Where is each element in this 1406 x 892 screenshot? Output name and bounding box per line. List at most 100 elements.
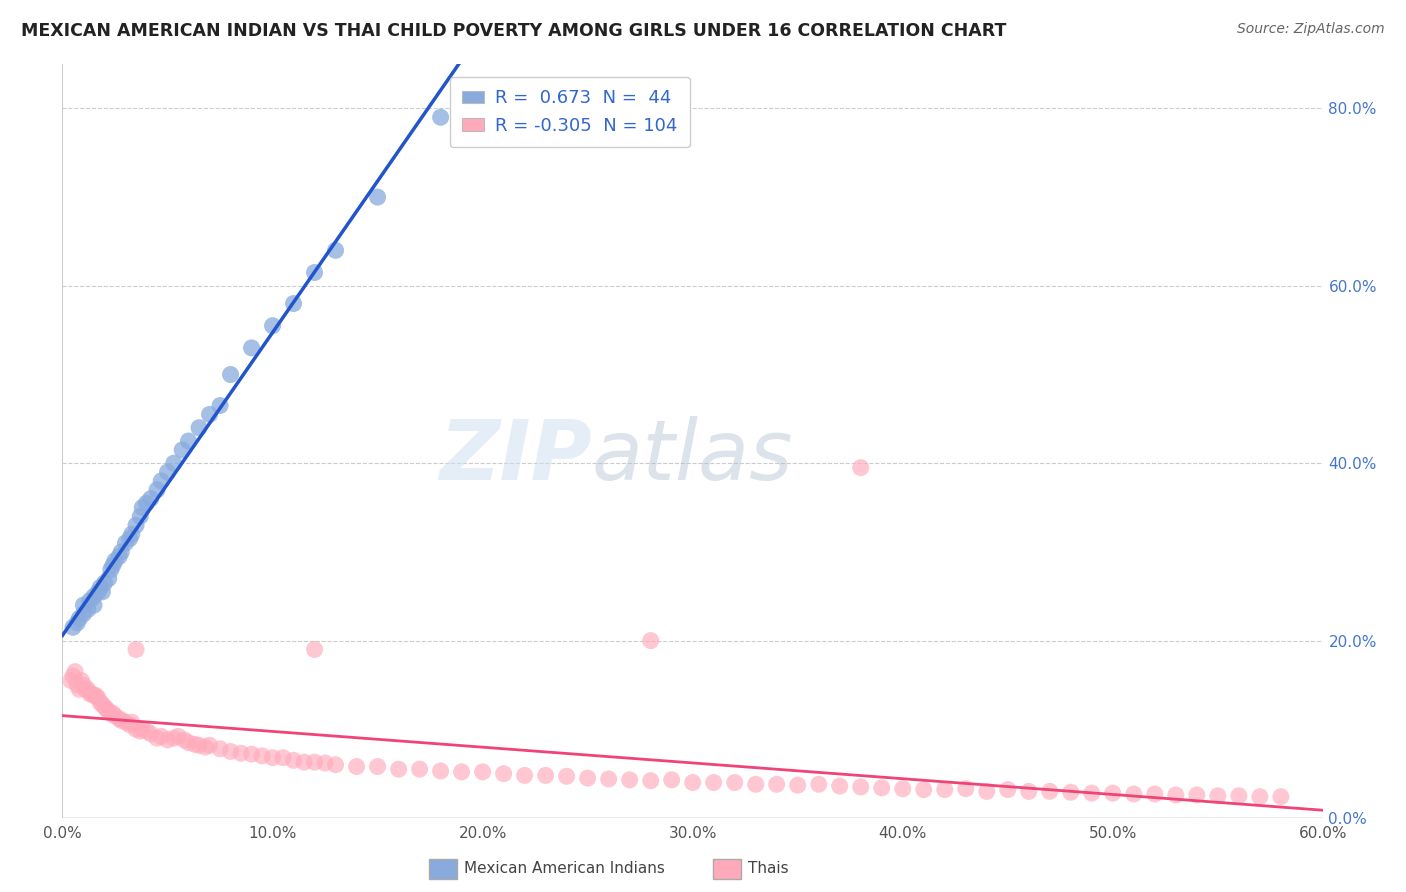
Point <box>1185 788 1208 802</box>
Point <box>188 421 211 435</box>
Point <box>184 737 207 751</box>
Point <box>173 733 195 747</box>
Point <box>828 779 851 793</box>
Point <box>139 491 162 506</box>
Point <box>1143 787 1166 801</box>
Point <box>125 723 148 737</box>
FancyBboxPatch shape <box>713 859 741 879</box>
Point <box>765 777 787 791</box>
Point <box>129 509 152 524</box>
Point <box>188 738 211 752</box>
Point <box>209 399 232 413</box>
Point <box>513 768 536 782</box>
Point <box>83 689 105 703</box>
Point <box>118 532 141 546</box>
Point <box>150 474 173 488</box>
Point <box>262 318 284 333</box>
Point <box>87 691 110 706</box>
Point <box>121 715 143 730</box>
Point <box>229 746 252 760</box>
Point <box>1101 786 1123 800</box>
Point <box>72 678 94 692</box>
Point <box>91 698 114 712</box>
Point <box>135 496 157 510</box>
Point <box>198 408 221 422</box>
Point <box>100 706 122 721</box>
Point <box>934 782 956 797</box>
Point <box>807 777 830 791</box>
Point <box>93 700 115 714</box>
Point <box>129 724 152 739</box>
Point <box>139 727 162 741</box>
Point <box>114 536 136 550</box>
Point <box>101 706 124 721</box>
Point <box>408 762 430 776</box>
Point <box>976 784 998 798</box>
Point <box>167 730 190 744</box>
Point <box>262 750 284 764</box>
Point <box>76 682 98 697</box>
Text: MEXICAN AMERICAN INDIAN VS THAI CHILD POVERTY AMONG GIRLS UNDER 16 CORRELATION C: MEXICAN AMERICAN INDIAN VS THAI CHILD PO… <box>21 22 1007 40</box>
Text: ZIP: ZIP <box>439 416 592 497</box>
Point <box>89 696 111 710</box>
Point <box>125 518 148 533</box>
Point <box>135 724 157 739</box>
Point <box>314 756 336 770</box>
Point <box>63 665 86 679</box>
Point <box>194 739 217 754</box>
Point <box>177 434 200 448</box>
Point <box>724 775 747 789</box>
Point <box>163 456 186 470</box>
Point <box>110 545 132 559</box>
Point <box>703 775 725 789</box>
Point <box>1039 784 1062 798</box>
Point <box>1122 787 1144 801</box>
Point <box>640 773 662 788</box>
Point <box>72 607 94 621</box>
Point <box>83 598 105 612</box>
Point <box>304 642 326 657</box>
Point <box>786 778 808 792</box>
Point <box>429 764 451 778</box>
Point <box>325 244 347 258</box>
Point <box>891 781 914 796</box>
Point <box>198 738 221 752</box>
Point <box>997 782 1019 797</box>
Point <box>93 576 115 591</box>
Text: Source: ZipAtlas.com: Source: ZipAtlas.com <box>1237 22 1385 37</box>
Point <box>250 748 273 763</box>
Point <box>849 460 872 475</box>
Point <box>682 775 704 789</box>
Point <box>240 747 263 761</box>
Point <box>87 584 110 599</box>
Point <box>598 772 620 786</box>
Point <box>108 549 131 564</box>
Point <box>492 766 515 780</box>
Point <box>1206 789 1229 803</box>
Point <box>79 593 101 607</box>
Point <box>471 764 494 779</box>
Point <box>325 757 347 772</box>
Point <box>849 780 872 794</box>
Point <box>661 772 683 787</box>
Point <box>955 781 977 796</box>
Point <box>870 780 893 795</box>
Point <box>66 678 89 692</box>
FancyBboxPatch shape <box>429 859 457 879</box>
Point <box>76 602 98 616</box>
Point <box>240 341 263 355</box>
Point <box>209 741 232 756</box>
Point <box>292 755 315 769</box>
Point <box>1164 788 1187 802</box>
Point <box>79 687 101 701</box>
Point <box>156 465 179 479</box>
Point <box>555 769 578 783</box>
Point <box>744 777 766 791</box>
Point <box>59 673 82 688</box>
Point <box>101 558 124 573</box>
Point <box>156 733 179 747</box>
Point <box>131 723 153 737</box>
Text: Thais: Thais <box>748 862 789 876</box>
Point <box>67 682 90 697</box>
Point <box>1249 789 1271 804</box>
